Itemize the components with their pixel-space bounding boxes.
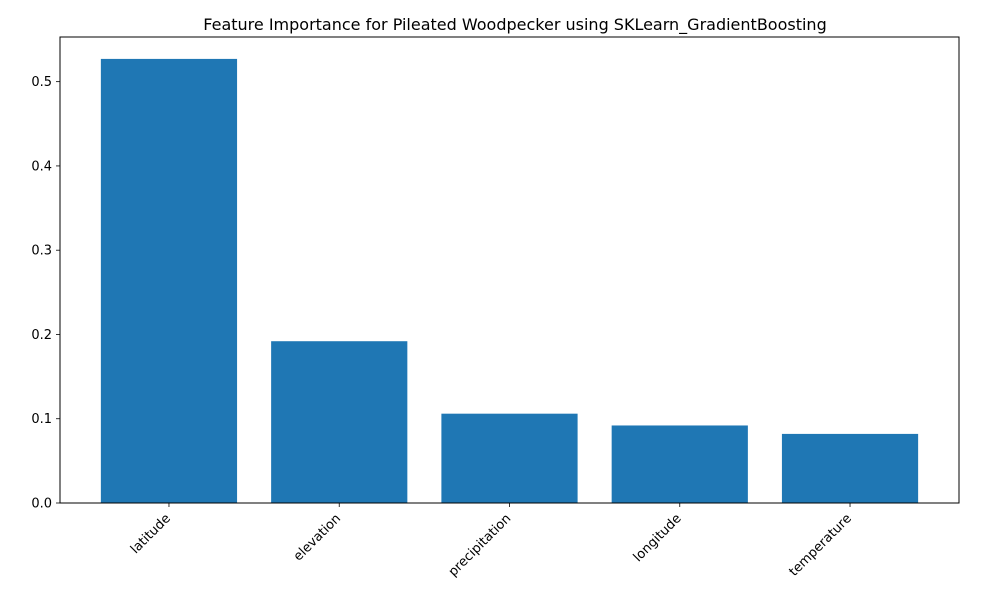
bar-latitude [100, 58, 238, 503]
chart-title: Feature Importance for Pileated Woodpeck… [203, 15, 826, 35]
y-axis: 0.0 0.1 0.2 0.3 0.4 0.5 [31, 75, 60, 512]
plot-frame [59, 36, 960, 504]
bar-longitude [611, 425, 748, 503]
y-tick-label: 0.3 [31, 244, 52, 259]
bars-group [100, 58, 919, 503]
y-tick-label: 0.5 [31, 75, 52, 90]
bar-temperature [781, 433, 919, 503]
y-tick-label: 0.2 [31, 328, 52, 343]
y-tick-label: 0.1 [31, 412, 52, 427]
bar-elevation [271, 341, 408, 503]
y-tick-label: 0.4 [31, 159, 52, 174]
bar-precipitation [441, 413, 578, 503]
y-tick-label: 0.0 [31, 497, 52, 512]
